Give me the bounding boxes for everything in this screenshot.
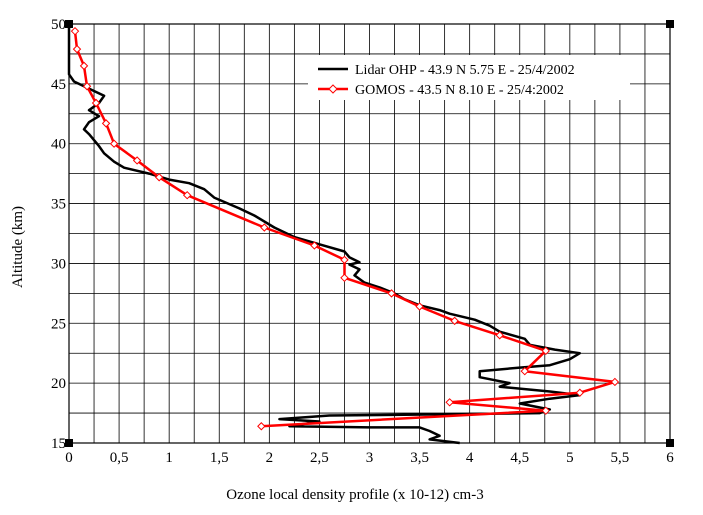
data-point-gomos <box>575 388 585 397</box>
y-tick-label: 40 <box>51 137 66 153</box>
plot-frame <box>68 23 671 444</box>
data-point-gomos <box>260 223 269 232</box>
legend-marker-gomos <box>328 84 338 94</box>
data-point-gomos <box>257 422 266 431</box>
x-tick-label: 0 <box>65 450 73 466</box>
x-tick-label: 2,5 <box>310 450 329 466</box>
data-point-gomos <box>132 156 142 165</box>
data-point-gomos <box>340 273 349 283</box>
x-tick-label: 4 <box>466 450 474 466</box>
legend: Lidar OHP - 43.9 N 5.75 E - 25/4/2002 GO… <box>308 55 630 100</box>
y-tick-label: 30 <box>51 256 66 272</box>
y-tick-label: 20 <box>51 376 66 392</box>
x-tick-label: 5 <box>566 450 574 466</box>
legend-background <box>308 55 630 100</box>
corner-handle-bottom-right[interactable] <box>666 439 674 447</box>
data-point-gomos <box>541 346 551 356</box>
data-point-gomos <box>495 331 504 340</box>
legend-label-gomos: GOMOS - 43.5 N 8.10 E - 25/4:2002 <box>355 83 564 98</box>
data-point-gomos <box>541 406 551 415</box>
plot-border <box>68 23 671 444</box>
data-point-gomos <box>340 255 349 265</box>
data-point-gomos <box>450 316 459 326</box>
y-tick-label: 25 <box>51 316 66 332</box>
data-point-gomos <box>72 44 82 54</box>
y-tick-label: 45 <box>51 77 66 93</box>
data-point-gomos <box>70 26 80 36</box>
data-point-gomos <box>610 377 620 387</box>
x-tick-label: 3,5 <box>410 450 429 466</box>
data-point-gomos <box>310 241 319 250</box>
x-tick-label: 2 <box>266 450 274 466</box>
corner-handles <box>65 20 674 447</box>
data-point-gomos <box>101 119 111 128</box>
x-tick-labels: 0 0,5 1 1,5 2 2,5 3 3,5 4 4,5 5 5,5 6 <box>65 450 674 466</box>
x-tick-label: 1,5 <box>210 450 229 466</box>
data-point-gomos <box>154 173 164 182</box>
data-point-gomos <box>79 61 89 71</box>
corner-handle-top-left[interactable] <box>65 20 73 28</box>
y-tick-label: 15 <box>51 436 66 452</box>
x-tick-label: 4,5 <box>510 450 529 466</box>
x-axis-label: Ozone local density profile (x 10-12) cm… <box>226 487 483 503</box>
data-point-gomos <box>82 82 92 91</box>
x-tick-label: 0,5 <box>110 450 129 466</box>
data-point-gomos <box>415 302 424 311</box>
data-point-gomos <box>182 190 192 200</box>
data-point-gomos <box>91 98 101 108</box>
corner-handle-top-right[interactable] <box>666 20 674 28</box>
data-point-gomos <box>387 289 396 298</box>
data-point-gomos <box>520 366 529 376</box>
y-tick-label: 50 <box>51 17 66 33</box>
data-point-gomos <box>109 139 119 148</box>
legend-label-lidar: Lidar OHP - 43.9 N 5.75 E - 25/4/2002 <box>355 63 575 78</box>
x-tick-label: 6 <box>666 450 674 466</box>
x-tick-label: 1 <box>165 450 173 466</box>
series-lines <box>67 24 620 445</box>
data-point-gomos <box>445 398 454 407</box>
y-tick-label: 35 <box>51 197 66 213</box>
x-tick-label: 3 <box>366 450 374 466</box>
x-tick-label: 5,5 <box>611 450 630 466</box>
y-tick-labels: 15 20 25 30 35 40 45 50 <box>51 17 66 452</box>
y-axis-label: Altitude (km) <box>10 206 26 288</box>
corner-handle-bottom-left[interactable] <box>65 439 73 447</box>
